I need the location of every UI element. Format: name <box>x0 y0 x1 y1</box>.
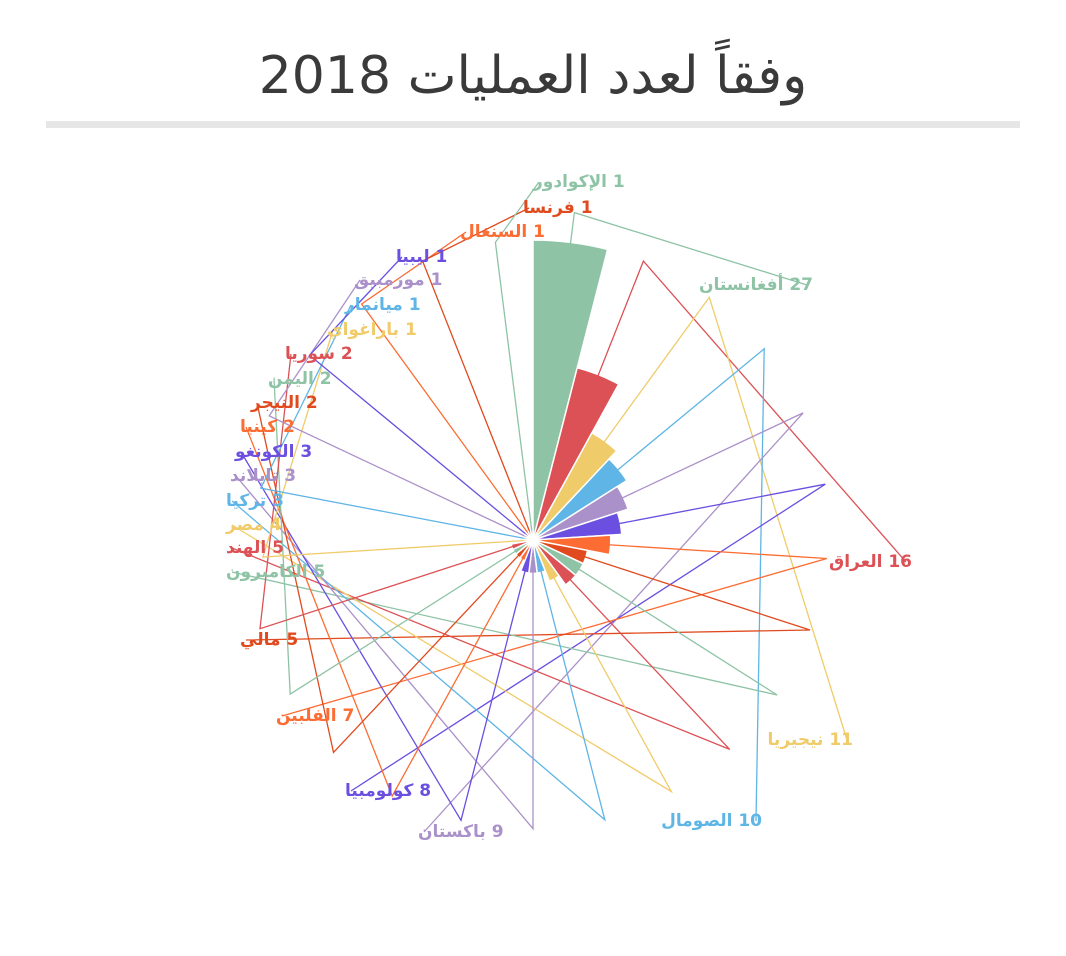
leader-line-13 <box>240 451 527 822</box>
leader-line-14 <box>245 426 524 798</box>
leader-line-7 <box>245 555 811 641</box>
data-label-19: 1 ميانمار <box>344 295 421 315</box>
data-label-4: 9 باكستان <box>418 822 504 842</box>
data-label-9: 5 الهند <box>226 538 284 558</box>
leader-line-8 <box>231 566 778 696</box>
leader-line-2 <box>598 295 848 741</box>
data-label-23: 1 فرنسا <box>523 198 593 218</box>
chart-title: وفقاً لعدد العمليات 2018 <box>258 46 808 106</box>
leader-line-24 <box>494 181 540 530</box>
data-label-8: 5 الكاميرون <box>226 562 325 582</box>
leader-line-6 <box>281 543 827 717</box>
leader-line-23 <box>421 207 530 531</box>
leader-line-19 <box>259 304 524 539</box>
leader-line-16 <box>273 378 517 696</box>
data-label-17: 2 سوريا <box>285 344 353 364</box>
leader-line-17 <box>259 353 514 630</box>
data-label-13: 3 الكونغو <box>234 442 312 462</box>
leader-line-1 <box>592 259 907 563</box>
leader-line-10 <box>231 524 674 794</box>
data-label-5: 8 كولومبيا <box>345 781 431 801</box>
leader-line-18 <box>262 329 523 558</box>
leader-line-0 <box>566 211 808 286</box>
data-label-2: 11 نيجيريا <box>768 730 853 750</box>
data-label-18: 1 باراغواي <box>327 320 417 340</box>
leader-line-21 <box>308 256 526 535</box>
data-label-1: 16 العراق <box>829 552 912 572</box>
data-label-21: 1 ليبيا <box>396 247 447 267</box>
leader-line-5 <box>350 483 826 792</box>
data-label-12: 3 تايلاند <box>230 466 296 486</box>
leader-line-22 <box>360 231 528 533</box>
data-label-7: 5 مالي <box>240 630 298 650</box>
data-label-11: 3 تركيا <box>226 491 284 511</box>
leader-line-9 <box>231 547 731 751</box>
data-label-15: 2 النيجر <box>250 393 318 413</box>
data-label-0: 27 أفغانستان <box>699 273 813 295</box>
data-label-3: 10 الصومال <box>661 811 762 831</box>
data-label-10: 4 مصر <box>225 515 282 535</box>
title-divider <box>46 121 1020 128</box>
leader-line-11 <box>231 500 606 822</box>
leader-line-3 <box>611 347 765 822</box>
leader-line-12 <box>235 475 534 831</box>
leader-line-20 <box>268 279 525 537</box>
data-label-24: 1 الإكوادور <box>532 172 625 192</box>
data-label-6: 7 الفلبين <box>276 706 354 726</box>
data-label-16: 2 اليمن <box>268 369 332 389</box>
leader-line-15 <box>256 402 520 754</box>
leader-line-4 <box>423 412 804 833</box>
data-label-14: 2 كينيا <box>240 417 295 437</box>
data-label-22: 1 السنغال <box>460 222 545 242</box>
data-label-20: 1 موزمبيق <box>354 270 442 290</box>
